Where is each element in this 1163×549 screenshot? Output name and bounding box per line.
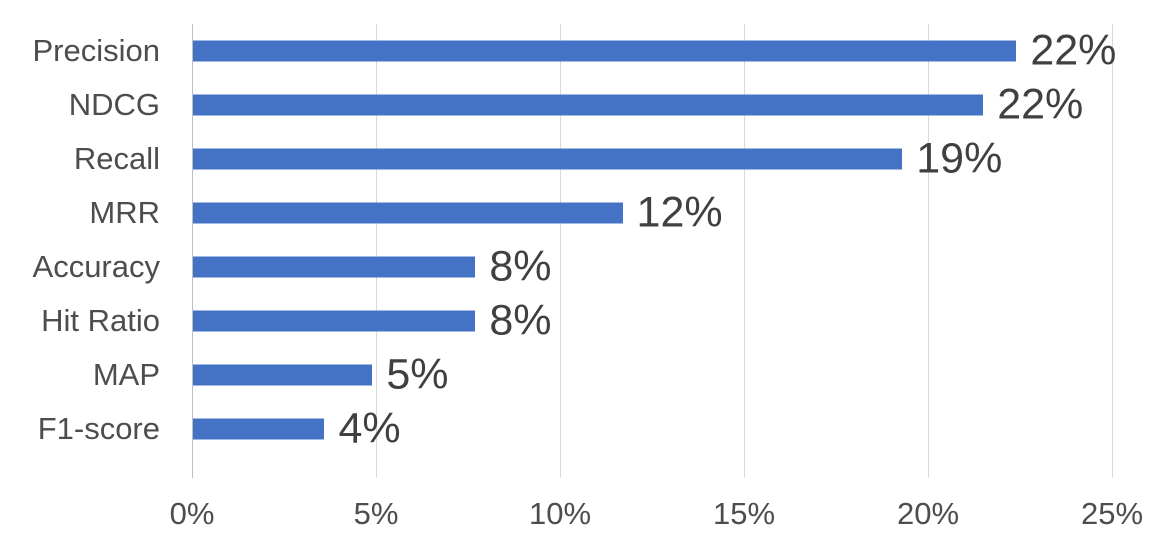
bar-row: 8% bbox=[192, 294, 1112, 348]
category-label-recall: Recall bbox=[73, 141, 160, 176]
plot-area: 22% 22% 19% 12% 8% 8% bbox=[192, 24, 1116, 478]
category-label-precision: Precision bbox=[32, 33, 161, 68]
y-axis-line bbox=[192, 24, 193, 478]
category-label-hit-ratio: Hit Ratio bbox=[41, 303, 160, 338]
bars-container: 22% 22% 19% 12% 8% 8% bbox=[192, 24, 1116, 456]
bar-row: 8% bbox=[192, 240, 1112, 294]
value-label-map: 5% bbox=[386, 350, 449, 399]
axis-tick-5pct bbox=[376, 466, 377, 478]
x-tick-label-10pct: 10% bbox=[528, 496, 592, 531]
value-label-accuracy: 8% bbox=[489, 242, 552, 291]
value-label-precision: 22% bbox=[1030, 26, 1117, 75]
category-label-map: MAP bbox=[92, 357, 160, 392]
y-axis-category-labels: Precision NDCG Recall MRR Accuracy Hit R… bbox=[0, 24, 166, 456]
value-label-hit-ratio: 8% bbox=[489, 296, 552, 345]
bar-row: 12% bbox=[192, 186, 1112, 240]
bar-accuracy bbox=[192, 256, 476, 278]
bar-row: 22% bbox=[192, 78, 1112, 132]
category-label-f1-score: F1-score bbox=[37, 411, 160, 446]
value-label-recall: 19% bbox=[916, 134, 1003, 183]
gridline-15pct bbox=[744, 24, 745, 466]
gridline-25pct bbox=[1112, 24, 1113, 466]
bar-hit-ratio bbox=[192, 310, 476, 332]
x-tick-label-0pct: 0% bbox=[169, 496, 215, 531]
value-label-mrr: 12% bbox=[636, 188, 723, 237]
axis-tick-15pct bbox=[744, 466, 745, 478]
axis-tick-10pct bbox=[560, 466, 561, 478]
value-label-f1-score: 4% bbox=[338, 404, 401, 453]
bar-row: 4% bbox=[192, 402, 1112, 456]
bar-f1-score bbox=[192, 418, 325, 440]
x-tick-label-5pct: 5% bbox=[353, 496, 399, 531]
x-tick-label-20pct: 20% bbox=[896, 496, 960, 531]
gridline-5pct bbox=[376, 24, 377, 466]
category-label-accuracy: Accuracy bbox=[32, 249, 160, 284]
x-tick-label-25pct: 25% bbox=[1080, 496, 1144, 531]
x-tick-label-15pct: 15% bbox=[712, 496, 776, 531]
axis-tick-20pct bbox=[928, 466, 929, 478]
axis-tick-25pct bbox=[1112, 466, 1113, 478]
category-label-mrr: MRR bbox=[89, 195, 160, 230]
bar-row: 19% bbox=[192, 132, 1112, 186]
bar-recall bbox=[192, 148, 903, 170]
value-label-ndcg: 22% bbox=[997, 80, 1084, 129]
bar-map bbox=[192, 364, 373, 386]
gridline-10pct bbox=[560, 24, 561, 466]
gridline-20pct bbox=[928, 24, 929, 466]
bar-row: 5% bbox=[192, 348, 1112, 402]
x-axis-tick-labels: 0% 5% 10% 15% 20% 25% bbox=[170, 494, 1143, 534]
bar-row: 22% bbox=[192, 24, 1116, 78]
category-label-ndcg: NDCG bbox=[68, 87, 160, 122]
bar-ndcg bbox=[192, 94, 984, 116]
bar-mrr bbox=[192, 202, 623, 224]
bar-precision bbox=[192, 40, 1017, 62]
